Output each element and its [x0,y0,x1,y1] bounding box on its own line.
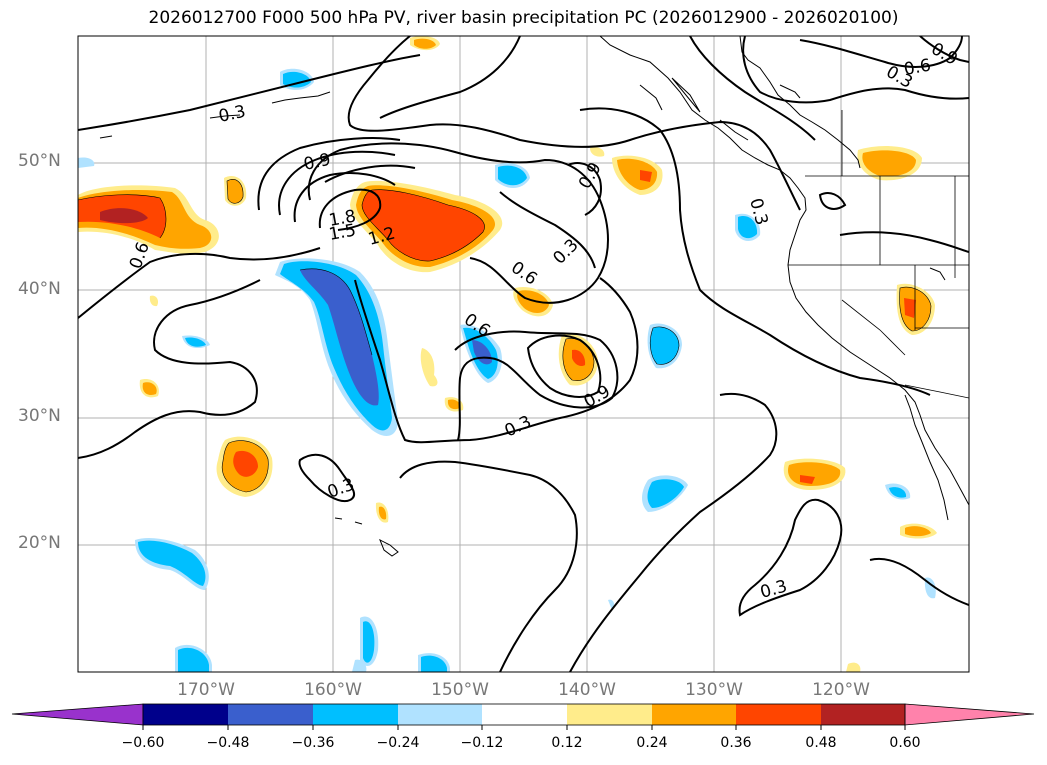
colorbar-tick-label: 0.48 [805,735,837,751]
political-borders [788,110,969,399]
contour-label: 0.9 [302,150,333,175]
contour-label: 1.5 [327,221,357,245]
colorbar-bin [736,704,821,725]
lon-label: 170°W [177,680,235,700]
positive-anomaly-patches [78,36,937,672]
lat-label: 40°N [18,279,61,299]
colorbar-bin [228,704,313,725]
colorbar-bin [313,704,398,725]
coastlines [99,36,969,557]
colorbar-tick-label: 0.36 [720,735,752,751]
contour-label: 1.8 [327,207,357,231]
map-content: 0.9 1.8 1.5 1.2 0.6 0.3 0.6 0.9 0.3 0.6 … [78,36,969,672]
lon-label: 120°W [812,680,870,700]
colorbar-bin [567,704,652,725]
colorbar-tick-label: −0.12 [460,735,504,751]
contour-label: 0.3 [758,577,789,603]
colorbar [11,703,1035,730]
lat-label: 50°N [18,151,61,171]
colorbar-bin [398,704,482,725]
colorbar-bin [821,704,905,725]
lat-label: 20°N [18,533,61,553]
anomaly-thin-contours [78,179,932,493]
colorbar-tick-label: −0.24 [376,735,420,751]
pv-contours [78,36,969,672]
pv-contour-labels: 0.9 1.8 1.5 1.2 0.6 0.3 0.6 0.9 0.3 0.6 … [126,39,961,603]
map-title: 2026012700 F000 500 hPa PV, river basin … [148,8,899,28]
contour-label: 0.3 [502,412,535,442]
colorbar-bin [482,704,567,725]
contour-label: 0.3 [217,102,248,127]
map-frame [77,35,970,673]
colorbar-tick-label: 0.60 [889,735,921,751]
contour-label: 0.6 [507,258,541,290]
colorbar-tick-label: −0.36 [291,735,335,751]
lat-label: 30°N [18,406,61,426]
colorbar-frame [142,703,906,726]
colorbar-tick-label: −0.48 [206,735,250,751]
colorbar-extend-min [11,703,144,726]
colorbar-extend-max [904,703,1035,726]
colorbar-tick-label: −0.60 [121,735,165,751]
colorbar-bin [143,704,228,725]
negative-anomaly-patches [78,68,936,672]
contour-label: 0.6 [902,56,932,80]
colorbar-tick-label: 0.12 [551,735,583,751]
lon-label: 160°W [304,680,362,700]
gridlines [78,36,969,672]
colorbar-tick-label: 0.24 [636,735,668,751]
lon-label: 130°W [685,680,743,700]
colorbar-bin [652,704,736,725]
lon-label: 140°W [558,680,616,700]
contour-label: 0.3 [549,235,582,268]
lon-label: 150°W [431,680,489,700]
